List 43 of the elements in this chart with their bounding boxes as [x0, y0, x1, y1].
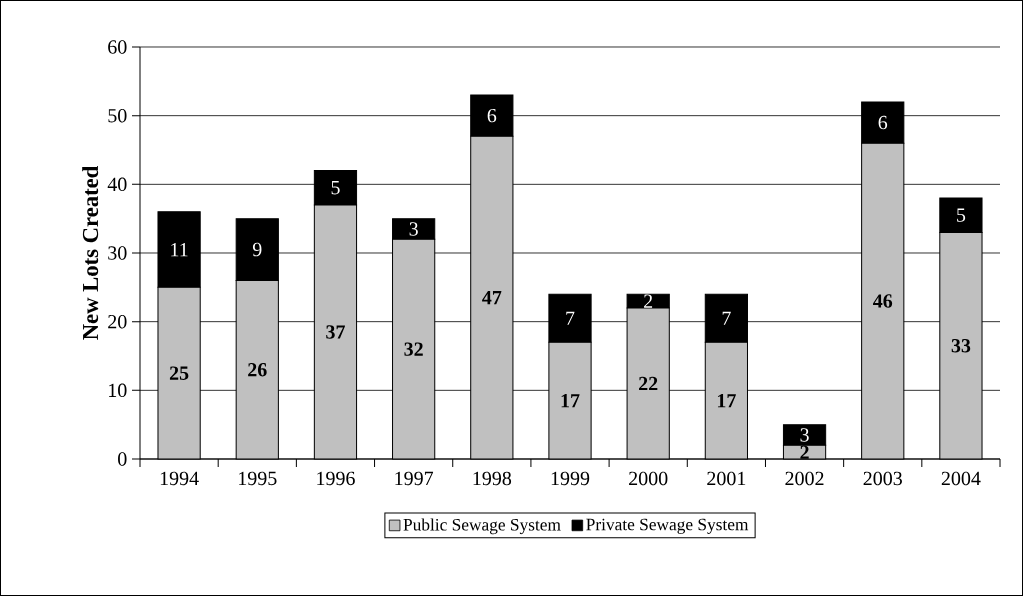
- data-label: 5: [331, 181, 340, 195]
- data-label: 47: [482, 291, 502, 305]
- y-tick-label: 10: [109, 383, 127, 398]
- x-tick-label: 2001: [707, 471, 746, 486]
- x-tick-label: 1997: [395, 471, 434, 486]
- data-label: 37: [326, 325, 345, 339]
- x-tick-label: 1995: [239, 471, 277, 486]
- y-tick-label: 50: [108, 108, 127, 123]
- y-tick-label: 20: [108, 314, 127, 329]
- data-label: 17: [717, 394, 736, 408]
- y-tick-label: 0: [118, 452, 127, 466]
- x-tick-label: 1996: [317, 471, 355, 486]
- data-label: 46: [873, 294, 893, 308]
- x-tick-label: 2003: [863, 471, 902, 486]
- data-label: 22: [639, 376, 658, 391]
- data-label: 6: [487, 108, 497, 123]
- y-axis-title: New Lots Created: [82, 165, 99, 340]
- x-tick-label: 1994: [160, 471, 199, 486]
- x-tick-label: 2004: [941, 471, 981, 486]
- data-label: 2: [644, 294, 653, 308]
- data-label: 26: [248, 363, 267, 377]
- data-label: 32: [404, 342, 423, 356]
- data-label: 3: [409, 222, 418, 236]
- data-label: 11: [171, 242, 188, 257]
- x-tick-label: 1998: [473, 471, 512, 486]
- data-label: 5: [957, 208, 966, 222]
- data-label: 25: [169, 366, 189, 380]
- data-label: 17: [561, 394, 580, 408]
- x-tick-label: 2002: [785, 471, 824, 486]
- x-tick-label: 2000: [629, 471, 668, 486]
- data-label: 7: [566, 311, 575, 325]
- y-tick-label: 40: [107, 177, 127, 192]
- legend-label: Private Sewage System: [586, 518, 749, 534]
- x-tick-label: 1999: [551, 471, 590, 486]
- data-label: 33: [951, 338, 971, 353]
- legend-label: Public Sewage System: [403, 518, 561, 535]
- y-tick-label: 60: [108, 40, 127, 54]
- data-label: 7: [722, 311, 731, 325]
- data-label: 9: [252, 242, 262, 257]
- data-label: 2: [800, 445, 809, 459]
- y-tick-label: 30: [108, 246, 127, 260]
- data-label: 6: [878, 115, 888, 130]
- data-label: 3: [800, 428, 809, 442]
